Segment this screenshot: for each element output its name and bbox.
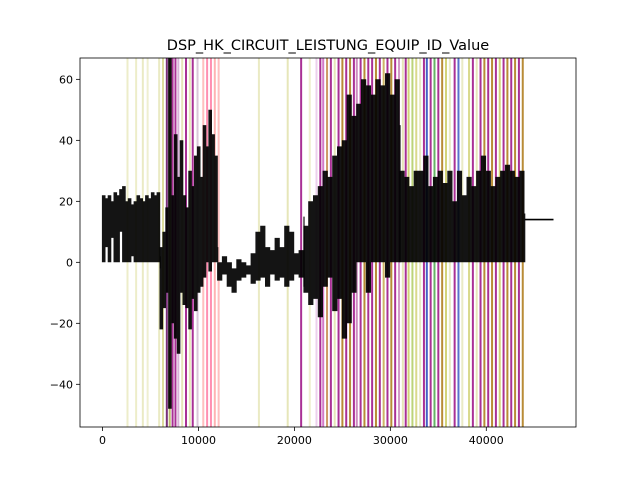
y-tick-label-0: −40	[50, 378, 73, 391]
x-tick-label-2: 20000	[277, 434, 312, 447]
series-0-segment-3	[303, 73, 401, 339]
series-0-segment-4	[399, 155, 526, 263]
series-0-segment-2	[217, 216, 305, 293]
y-tick-label-3: 20	[59, 195, 73, 208]
plot-frame	[79, 57, 577, 428]
y-tick-label-1: −20	[50, 317, 73, 330]
y-axis: −40 −20 0 20 40 60	[50, 73, 80, 391]
x-tick-label-1: 10000	[181, 434, 216, 447]
series-0-segment-0	[101, 186, 161, 269]
y-tick-label-2: 0	[66, 256, 73, 269]
y-tick-label-4: 40	[59, 134, 73, 147]
x-tick-label-0: 0	[99, 434, 106, 447]
series-group	[101, 58, 554, 409]
x-tick-label-3: 30000	[373, 434, 408, 447]
series-0-segment-1	[159, 58, 219, 409]
x-tick-label-4: 40000	[469, 434, 504, 447]
y-tick-label-5: 60	[59, 73, 73, 86]
chart-title: DSP_HK_CIRCUIT_LEISTUNG_EQUIP_ID_Value	[167, 38, 489, 54]
x-axis: 0 10000 20000 30000 40000	[99, 427, 504, 447]
